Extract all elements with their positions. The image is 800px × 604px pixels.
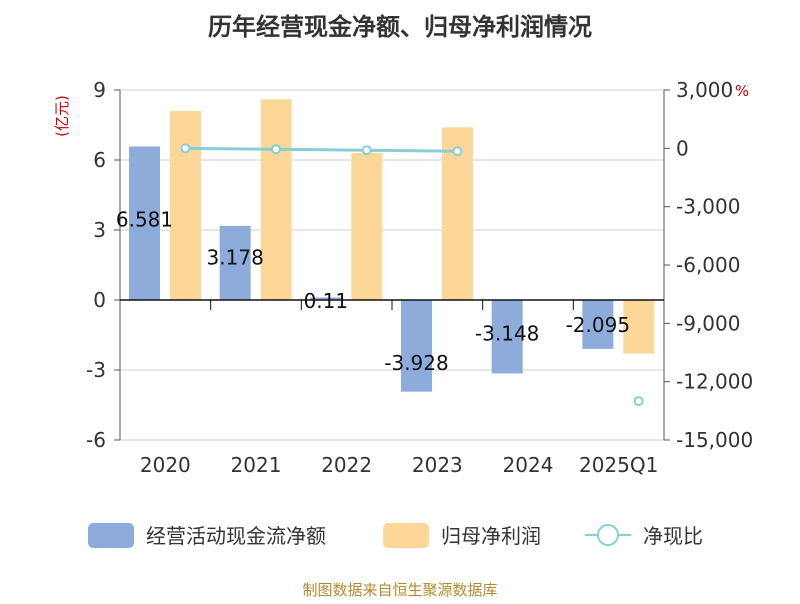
data-source-note: 制图数据来自恒生聚源数据库: [302, 581, 497, 599]
net-cash-ratio-point: [452, 146, 463, 157]
net-cash-ratio-point: [361, 145, 372, 156]
cash-flow-data-label: 6.581: [116, 207, 173, 231]
cash-flow-data-label: -2.095: [566, 313, 630, 337]
legend-marker: [597, 524, 619, 546]
cash-flow-data-label: -3.148: [475, 321, 539, 345]
right-axis-tick-label: 3,000: [676, 78, 733, 102]
cash-flow-data-label: 0.11: [304, 289, 349, 313]
right-axis-tick-label: 0: [676, 136, 689, 160]
left-axis-tick-label: -3: [86, 358, 106, 382]
right-axis-tick-label: -12,000: [676, 370, 753, 394]
net-cash-ratio-point: [271, 144, 281, 155]
category-label: 2022: [321, 453, 372, 477]
label-layer: 6.581 3.178 0.11 -3.928 -3.148 -2.095: [116, 207, 630, 375]
legend-layer: 经营活动现金流净额 归母净利润 净现比: [88, 523, 703, 548]
cash-flow-bar: [219, 225, 251, 300]
right-axis-tick-label: -3,000: [676, 195, 740, 219]
left-axis-tick-label: 3: [93, 218, 106, 242]
left-axis-tick-label: 6: [93, 148, 106, 172]
legend-label: 归母净利润: [441, 524, 541, 548]
cash-flow-bar: [129, 146, 160, 300]
bar-layer: [129, 99, 655, 392]
cash-flow-bar: [310, 297, 342, 300]
chart-title: 历年经营现金净额、归母净利润情况: [208, 13, 592, 41]
right-axis-tick-label: -6,000: [676, 253, 740, 277]
cash-flow-data-label: 3.178: [207, 245, 264, 269]
net-profit-bar: [260, 99, 292, 300]
category-label: 2023: [412, 453, 463, 477]
left-axis-tick-label: -6: [86, 428, 106, 452]
category-label: 2025Q1: [579, 453, 658, 477]
axis-layer: 9 6 3 0 -3 -6 3,000 0 -3,000 -6,000 -9,000 -12,000 -…: [86, 78, 753, 477]
net-cash-ratio-point: [633, 396, 644, 407]
grid-layer: [120, 89, 664, 441]
legend-swatch: [88, 523, 134, 548]
net-profit-bar: [623, 300, 655, 354]
legend-label: 净现比: [643, 524, 703, 548]
cash-flow-bar: [401, 300, 432, 392]
category-label: 2021: [231, 453, 282, 477]
left-axis-tick-label: 9: [93, 78, 106, 102]
line-layer: [180, 143, 644, 407]
net-profit-bar: [351, 153, 383, 300]
net-cash-ratio-line: [185, 146, 458, 153]
right-axis-tick-label: -15,000: [676, 428, 753, 452]
category-label: 2024: [503, 453, 554, 477]
legend-label: 经营活动现金流净额: [146, 524, 326, 548]
net-profit-bar: [170, 111, 201, 300]
category-label: 2020: [140, 453, 191, 477]
legend-swatch: [383, 523, 429, 548]
cash-flow-data-label: -3.928: [384, 351, 448, 375]
cash-flow-bar: [491, 300, 523, 374]
right-axis-tick-label: -9,000: [676, 311, 740, 335]
left-axis-tick-label: 0: [93, 288, 106, 312]
net-cash-ratio-point: [180, 143, 191, 154]
right-axis-unit: %: [735, 82, 749, 100]
left-axis-unit: (亿元): [53, 95, 71, 137]
cash-flow-bar: [582, 300, 614, 349]
